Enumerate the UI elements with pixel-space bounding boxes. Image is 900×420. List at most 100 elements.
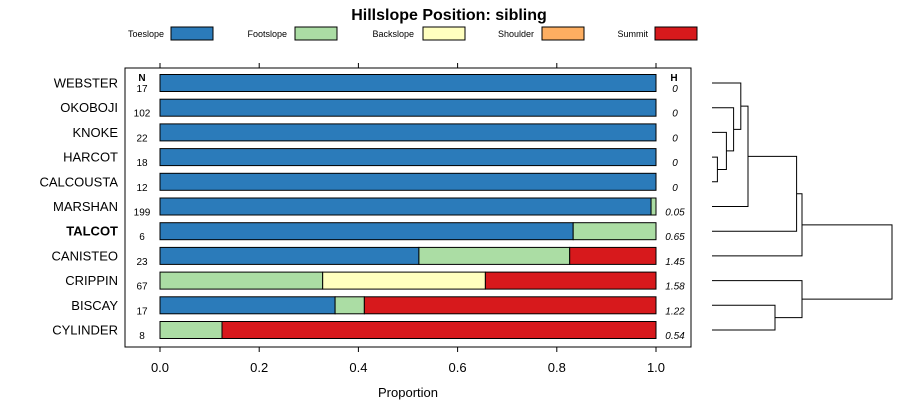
dendrogram-branch bbox=[712, 193, 803, 257]
bar-segment-footslope bbox=[650, 197, 657, 216]
bar-segment-summit bbox=[484, 271, 657, 290]
plot-panel bbox=[124, 67, 692, 348]
legend-label-summit: Summit bbox=[617, 29, 648, 39]
bar-segment-footslope bbox=[418, 246, 571, 265]
row-label: CRIPPIN bbox=[65, 273, 118, 288]
row-h-value: 1.45 bbox=[665, 257, 685, 268]
legend-swatch-footslope bbox=[294, 26, 338, 41]
dendrogram-branch bbox=[712, 155, 798, 232]
row-h-value: 0.05 bbox=[665, 208, 685, 219]
bar-segment-toeslope bbox=[159, 296, 336, 315]
row-harcot: HARCOT 18 0 bbox=[63, 148, 678, 169]
n-header: N bbox=[138, 73, 145, 84]
bar-segment-footslope bbox=[572, 222, 657, 241]
legend-label-toeslope: Toeslope bbox=[128, 29, 164, 39]
row-label: WEBSTER bbox=[54, 76, 118, 91]
legend-label-shoulder: Shoulder bbox=[498, 29, 534, 39]
row-n-value: 22 bbox=[136, 133, 148, 144]
chart-title: Hillslope Position: sibling bbox=[351, 7, 547, 24]
dendrogram-branch bbox=[712, 82, 742, 130]
x-tick-label: 1.0 bbox=[647, 360, 665, 375]
row-label: KNOKE bbox=[72, 125, 118, 140]
legend-label-backslope: Backslope bbox=[372, 29, 414, 39]
bar-segment-toeslope bbox=[159, 148, 657, 167]
bar-segment-summit bbox=[363, 296, 657, 315]
x-tick-label: 0.8 bbox=[548, 360, 566, 375]
row-label: CALCOUSTA bbox=[40, 174, 119, 189]
row-label: MARSHAN bbox=[53, 199, 118, 214]
x-tick-label: 0.0 bbox=[151, 360, 169, 375]
row-n-value: 17 bbox=[136, 306, 148, 317]
dendrogram bbox=[712, 82, 893, 331]
x-axis: 0.0 0.2 0.4 0.6 0.8 1.0 bbox=[151, 63, 665, 375]
row-n-value: 8 bbox=[139, 331, 145, 342]
row-h-value: 0.54 bbox=[665, 331, 685, 342]
x-tick-label: 0.6 bbox=[449, 360, 467, 375]
row-okoboji: OKOBOJI 102 0 bbox=[60, 98, 678, 120]
bar-segment-toeslope bbox=[159, 98, 657, 117]
bar-segment-toeslope bbox=[159, 222, 574, 241]
row-n-value: 17 bbox=[136, 84, 148, 95]
row-label: BISCAY bbox=[71, 298, 118, 313]
row-n-value: 12 bbox=[136, 183, 148, 194]
bar-segment-summit bbox=[569, 246, 657, 265]
bar-segment-toeslope bbox=[159, 123, 657, 142]
bar-segment-footslope bbox=[159, 271, 324, 290]
row-h-value: 0 bbox=[672, 84, 678, 95]
row-label: CANISTEO bbox=[52, 248, 118, 263]
legend: Toeslope Footslope Backslope Shoulder Summit bbox=[128, 26, 698, 41]
row-n-value: 6 bbox=[139, 232, 145, 243]
legend-swatch-backslope bbox=[422, 26, 466, 41]
row-knoke: KNOKE 22 0 bbox=[72, 123, 678, 144]
row-canisteo: CANISTEO 23 1.45 bbox=[52, 246, 685, 268]
row-h-value: 1.58 bbox=[665, 282, 685, 293]
row-marshan: MARSHAN 199 0.05 bbox=[53, 197, 685, 219]
row-label: OKOBOJI bbox=[60, 100, 118, 115]
row-h-value: 0.65 bbox=[665, 232, 685, 243]
row-n-value: 67 bbox=[136, 282, 148, 293]
row-n-value: 18 bbox=[136, 158, 148, 169]
dendrogram-branch bbox=[712, 280, 803, 319]
dendrogram-branch bbox=[712, 105, 749, 207]
x-tick-label: 0.4 bbox=[349, 360, 367, 375]
dendrogram-branch bbox=[712, 131, 727, 170]
row-biscay: BISCAY 17 1.22 bbox=[71, 296, 685, 317]
legend-swatch-summit bbox=[654, 26, 698, 41]
bar-segment-toeslope bbox=[159, 197, 652, 216]
x-axis-title: Proportion bbox=[378, 385, 438, 400]
row-talcot: TALCOT 6 0.65 bbox=[66, 222, 685, 243]
dendrogram-branch bbox=[712, 107, 735, 152]
bar-segment-summit bbox=[221, 321, 657, 339]
row-label: TALCOT bbox=[66, 224, 118, 239]
bar-segment-toeslope bbox=[159, 74, 657, 92]
row-label: CYLINDER bbox=[52, 323, 118, 338]
row-h-value: 0 bbox=[672, 158, 678, 169]
x-tick-label: 0.2 bbox=[250, 360, 268, 375]
row-n-value: 199 bbox=[134, 208, 151, 219]
row-n-value: 23 bbox=[136, 257, 148, 268]
bar-segment-footslope bbox=[159, 321, 223, 339]
bar-segment-footslope bbox=[334, 296, 365, 315]
legend-label-footslope: Footslope bbox=[247, 29, 287, 39]
row-crippin: CRIPPIN 67 1.58 bbox=[65, 271, 685, 293]
row-h-value: 1.22 bbox=[665, 306, 685, 317]
legend-swatch-toeslope bbox=[170, 26, 214, 41]
bar-segment-toeslope bbox=[159, 246, 420, 265]
dendrogram-branch bbox=[712, 304, 776, 331]
legend-swatch-shoulder bbox=[541, 26, 585, 41]
bar-segment-backslope bbox=[322, 271, 486, 290]
row-cylinder: CYLINDER 8 0.54 bbox=[52, 321, 685, 342]
row-h-value: 0 bbox=[672, 109, 678, 120]
dendrogram-branch bbox=[712, 156, 718, 183]
h-header: H bbox=[670, 73, 677, 84]
row-h-value: 0 bbox=[672, 183, 678, 194]
row-webster: WEBSTER 17 0 bbox=[54, 74, 678, 95]
row-label: HARCOT bbox=[63, 150, 118, 165]
bar-segment-toeslope bbox=[159, 172, 657, 191]
row-h-value: 0 bbox=[672, 133, 678, 144]
dendrogram-branch bbox=[802, 224, 893, 300]
row-calcousta: CALCOUSTA 12 0 bbox=[40, 172, 678, 194]
row-n-value: 102 bbox=[134, 109, 151, 120]
